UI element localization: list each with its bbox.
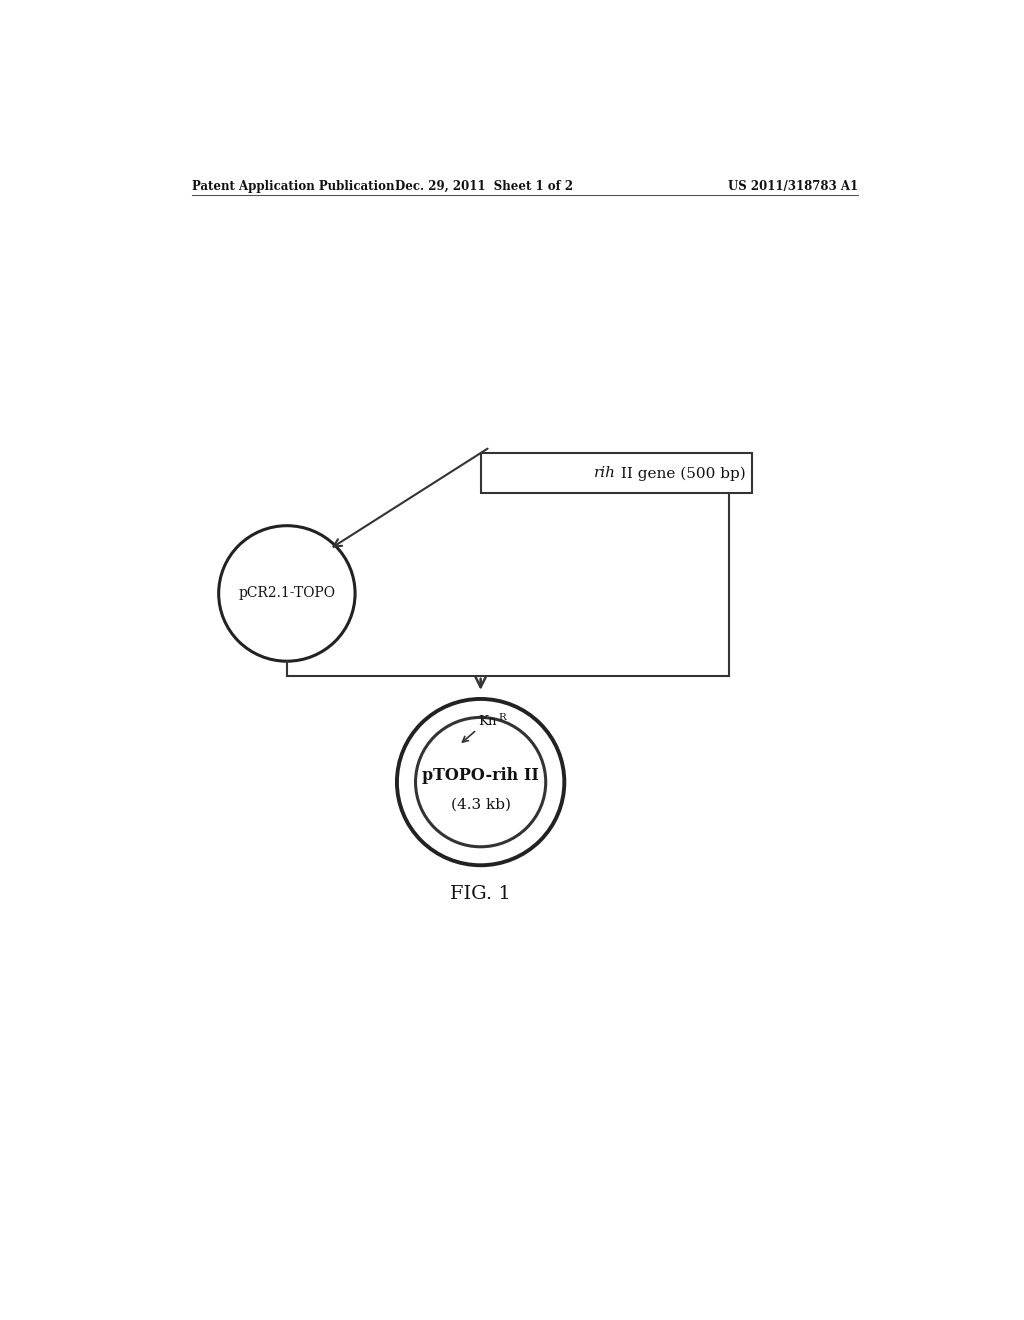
Circle shape [397, 700, 564, 866]
Text: Dec. 29, 2011  Sheet 1 of 2: Dec. 29, 2011 Sheet 1 of 2 [395, 180, 573, 193]
Text: rih: rih [594, 466, 616, 480]
Text: pCR2.1-TOPO: pCR2.1-TOPO [239, 586, 336, 601]
Text: pTOPO-rih II: pTOPO-rih II [422, 767, 539, 784]
Circle shape [219, 525, 355, 661]
Text: R: R [499, 713, 506, 722]
Text: FIG. 1: FIG. 1 [451, 884, 511, 903]
Bar [480, 453, 752, 494]
Text: Kn: Kn [478, 715, 497, 729]
Text: (4.3 kb): (4.3 kb) [451, 797, 511, 812]
Text: II gene (500 bp): II gene (500 bp) [616, 466, 746, 480]
Circle shape [416, 718, 546, 847]
Text: US 2011/318783 A1: US 2011/318783 A1 [728, 180, 858, 193]
Text: Patent Application Publication: Patent Application Publication [191, 180, 394, 193]
